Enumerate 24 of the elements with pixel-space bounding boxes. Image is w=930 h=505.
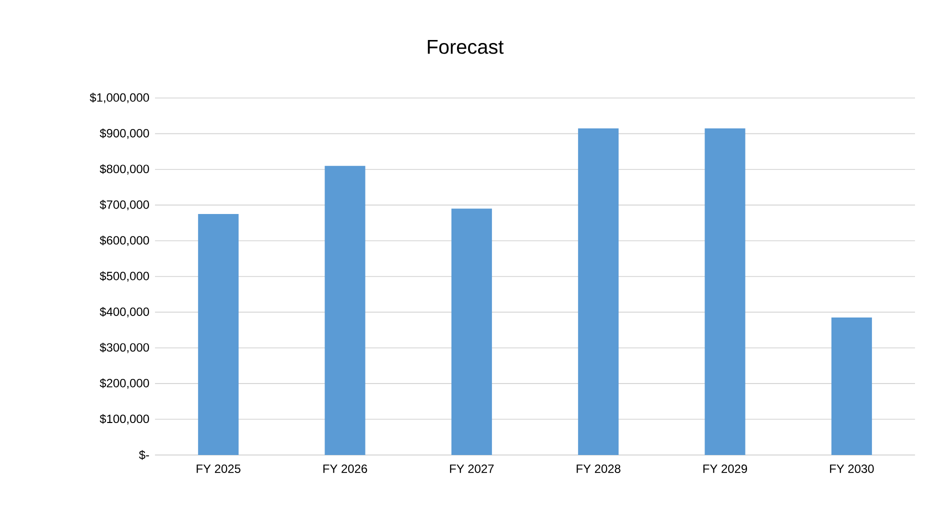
- y-tick-label: $400,000: [100, 307, 150, 318]
- y-tick-label: $500,000: [100, 271, 150, 282]
- y-tick-label: $600,000: [100, 236, 150, 246]
- y-tick-label: $1,000,000: [90, 92, 150, 104]
- x-tick-label: FY 2028: [576, 464, 620, 473]
- x-tick-label: FY 2025: [196, 464, 240, 473]
- bar: [324, 166, 366, 455]
- bar: [831, 318, 872, 455]
- y-tick-label: $300,000: [100, 342, 150, 354]
- y-tick-label: $200,000: [100, 378, 150, 389]
- y-tick-label: $100,000: [100, 414, 150, 424]
- y-tick-label: $700,000: [100, 200, 150, 210]
- chart-title: Forecast: [428, 40, 504, 54]
- x-tick-label: FY 2030: [830, 464, 874, 473]
- x-tick-label: FY 2026: [323, 464, 368, 473]
- y-tick-label: $-: [138, 450, 149, 460]
- y-tick-label: $900,000: [100, 128, 150, 139]
- x-tick-label: FY 2029: [703, 464, 748, 473]
- bar: [451, 208, 492, 455]
- bar: [578, 128, 619, 455]
- bar: [704, 128, 746, 455]
- x-tick-label: FY 2027: [450, 464, 494, 473]
- y-tick-label: $800,000: [100, 164, 150, 175]
- bar: [198, 214, 239, 455]
